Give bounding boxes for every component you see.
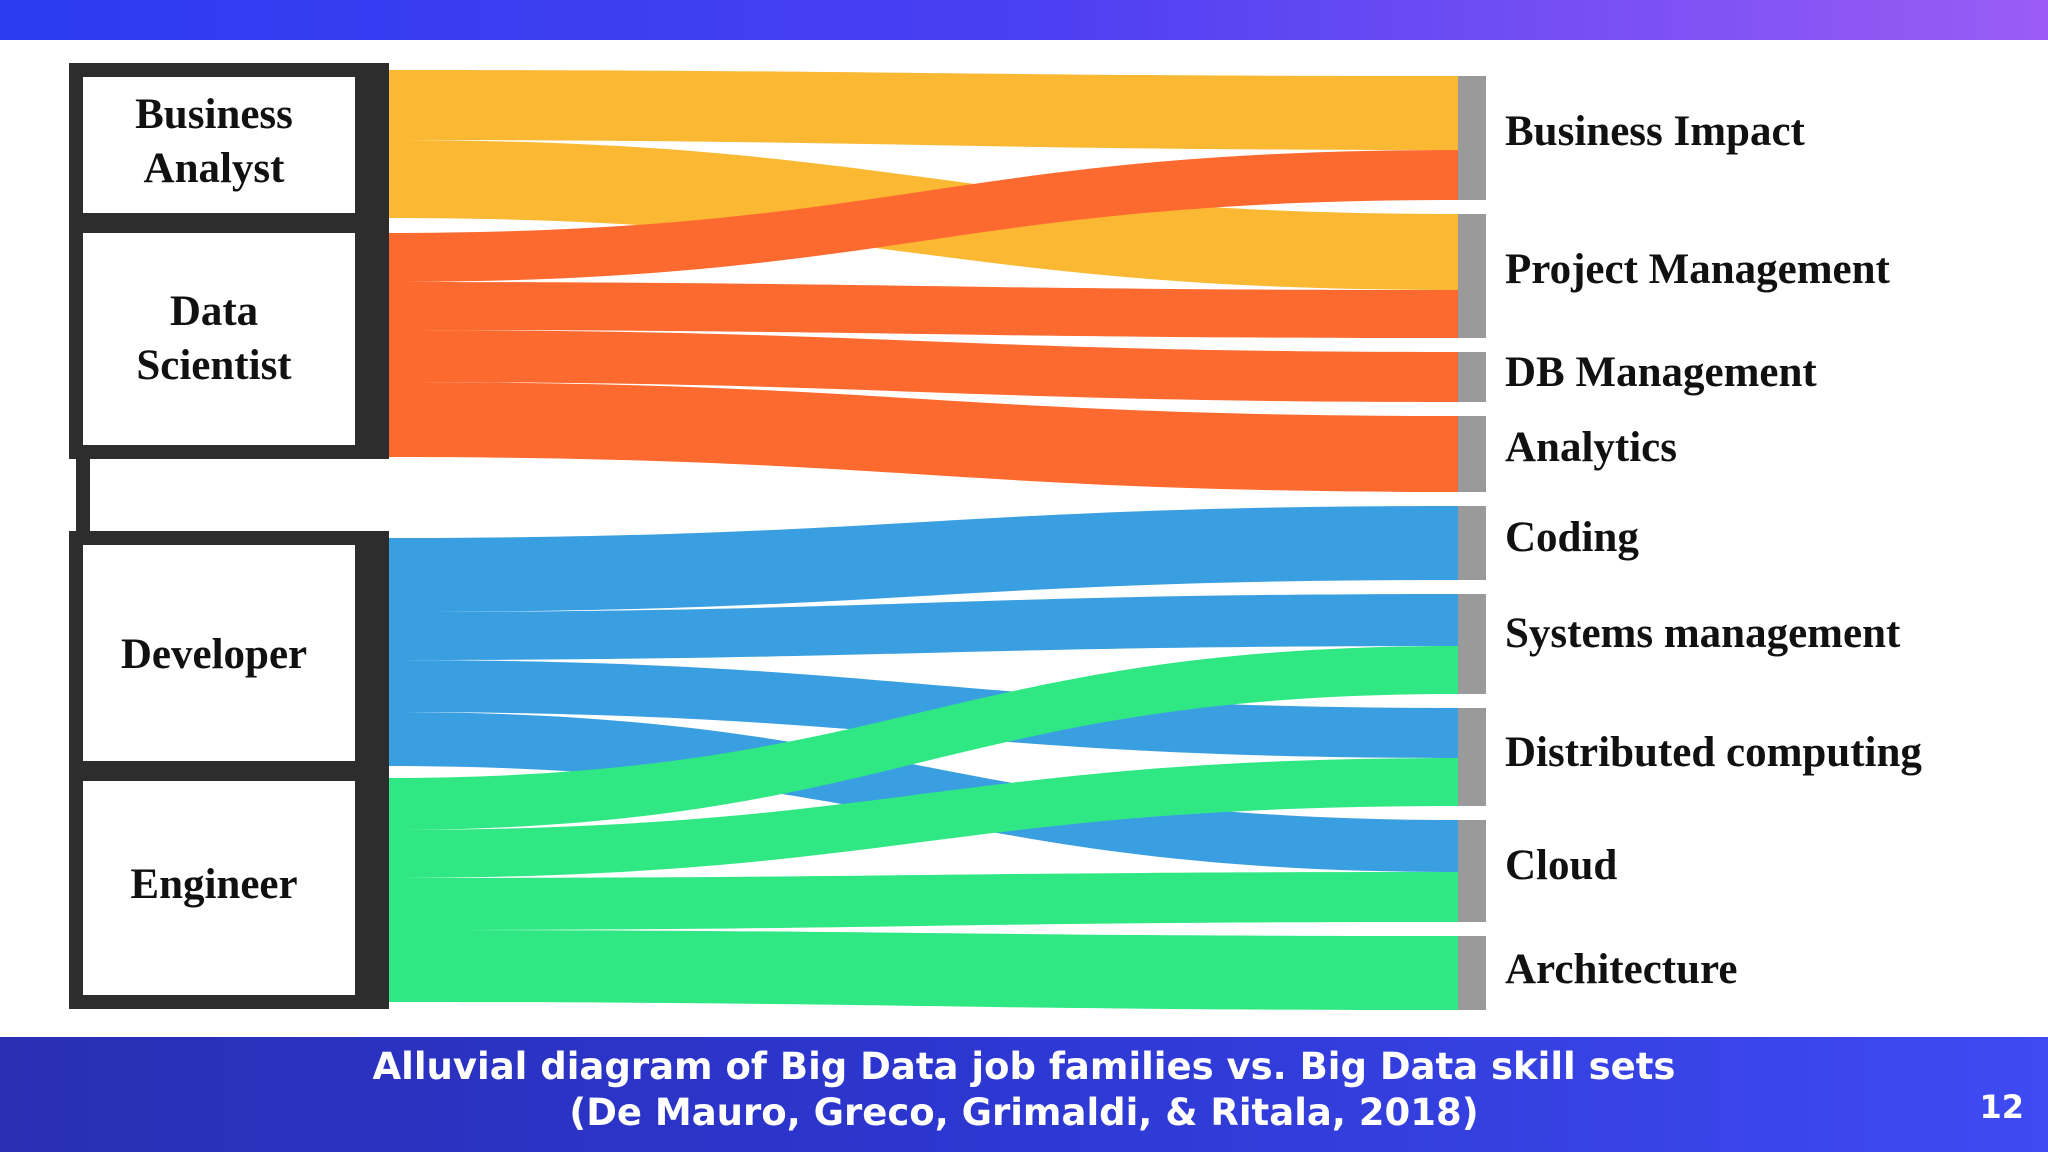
job-label-developer: Developer (121, 631, 307, 678)
flow-data-scientist-analytics (385, 382, 1458, 492)
skill-bar-cloud (1458, 820, 1486, 922)
skill-bar-architecture (1458, 936, 1486, 1010)
job-node-developer (69, 531, 389, 775)
job-node-bar-data-scientist (355, 233, 385, 457)
flow-engineer-architecture (385, 930, 1458, 1010)
skill-label-coding: Coding (1505, 514, 1639, 561)
job-label-business-analyst: Business (135, 91, 293, 138)
top-accent-bar (0, 0, 2048, 40)
flow-data-scientist-db-management (385, 330, 1458, 402)
bottom-caption-bar (0, 1037, 2048, 1152)
skill-bar-project-management (1458, 214, 1486, 338)
flow-developer-systems-management (385, 594, 1458, 660)
flows-group (385, 70, 1458, 1010)
skill-label-business-impact: Business Impact (1505, 108, 1806, 155)
skill-bar-systems-management (1458, 594, 1486, 694)
skill-bar-coding (1458, 506, 1486, 580)
job-label-data-scientist-line2: Scientist (136, 342, 292, 389)
skill-bar-db-management (1458, 352, 1486, 402)
job-node-data-scientist (69, 219, 389, 459)
caption-line-2: (De Mauro, Greco, Grimaldi, & Ritala, 20… (569, 1091, 1479, 1134)
job-node-bar-business-analyst (355, 70, 385, 218)
flow-business-analyst-business-impact (385, 70, 1458, 150)
skill-label-db-management: DB Management (1505, 349, 1817, 396)
job-gap-connector (76, 452, 90, 538)
skill-label-distributed-computing: Distributed computing (1505, 729, 1922, 776)
skill-label-analytics: Analytics (1505, 424, 1677, 471)
job-nodes (69, 63, 389, 1009)
flow-data-scientist-business-impact (385, 150, 1458, 282)
skill-bars (1458, 76, 1486, 1010)
flow-data-scientist-project-management (385, 282, 1458, 338)
skill-bar-business-impact (1458, 76, 1486, 200)
job-node-bar-engineer (355, 778, 385, 1002)
flow-engineer-distributed-computing (385, 758, 1458, 878)
flow-engineer-cloud (385, 872, 1458, 930)
job-label-data-scientist: Data (170, 288, 258, 335)
page-number: 12 (1979, 1088, 2024, 1126)
skill-bar-distributed-computing (1458, 708, 1486, 806)
skill-labels: Business Impact Project Management DB Ma… (1505, 108, 1922, 993)
skill-bar-analytics (1458, 416, 1486, 492)
job-node-bar-developer (355, 538, 385, 766)
job-labels: Business Analyst Data Scientist Develope… (121, 91, 307, 908)
job-label-engineer: Engineer (130, 861, 297, 908)
skill-label-systems-management: Systems management (1505, 610, 1901, 657)
caption-line-1: Alluvial diagram of Big Data job familie… (372, 1045, 1676, 1088)
flow-developer-distributed-computing (385, 660, 1458, 758)
flow-engineer-systems-management (385, 646, 1458, 830)
slide-caption: Alluvial diagram of Big Data job familie… (0, 1044, 2048, 1136)
skill-label-cloud: Cloud (1505, 842, 1617, 889)
job-node-engineer (69, 767, 389, 1009)
flow-developer-coding (385, 506, 1458, 612)
flow-developer-cloud (385, 712, 1458, 872)
skill-label-project-management: Project Management (1505, 246, 1891, 293)
skill-label-architecture: Architecture (1505, 946, 1737, 993)
job-label-business-analyst-line2: Analyst (144, 145, 286, 192)
